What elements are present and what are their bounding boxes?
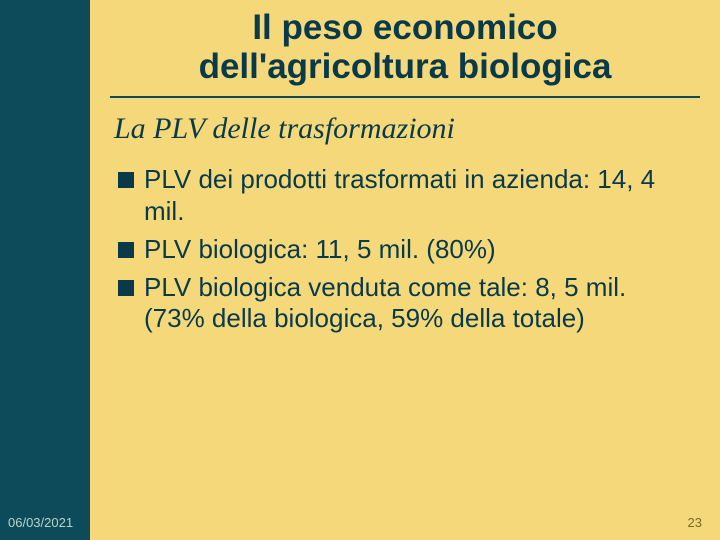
square-bullet-icon <box>118 242 134 258</box>
title-line-2: dell'agricoltura biologica <box>199 47 612 86</box>
slide: Il peso economico dell'agricoltura biolo… <box>0 0 720 540</box>
title-block: Il peso economico dell'agricoltura biolo… <box>90 0 720 90</box>
bullet-text: PLV dei prodotti trasformati in azienda:… <box>144 164 692 227</box>
title-line-1: Il peso economico <box>252 8 557 47</box>
slide-title: Il peso economico dell'agricoltura biolo… <box>110 8 700 86</box>
bullet-list: PLV dei prodotti trasformati in azienda:… <box>90 164 720 335</box>
square-bullet-icon <box>118 172 134 188</box>
sidebar-strip <box>0 0 90 540</box>
page-number: 23 <box>688 515 702 530</box>
square-bullet-icon <box>118 280 134 296</box>
list-item: PLV biologica venduta come tale: 8, 5 mi… <box>118 272 692 335</box>
list-item: PLV biologica: 11, 5 mil. (80%) <box>118 234 692 266</box>
slide-subtitle: La PLV delle trasformazioni <box>90 112 720 164</box>
list-item: PLV dei prodotti trasformati in azienda:… <box>118 164 692 227</box>
bullet-text: PLV biologica venduta come tale: 8, 5 mi… <box>144 272 692 335</box>
footer-date: 06/03/2021 <box>8 515 73 530</box>
bullet-text: PLV biologica: 11, 5 mil. (80%) <box>144 234 496 266</box>
title-rule <box>110 96 700 98</box>
content-area: Il peso economico dell'agricoltura biolo… <box>90 0 720 540</box>
